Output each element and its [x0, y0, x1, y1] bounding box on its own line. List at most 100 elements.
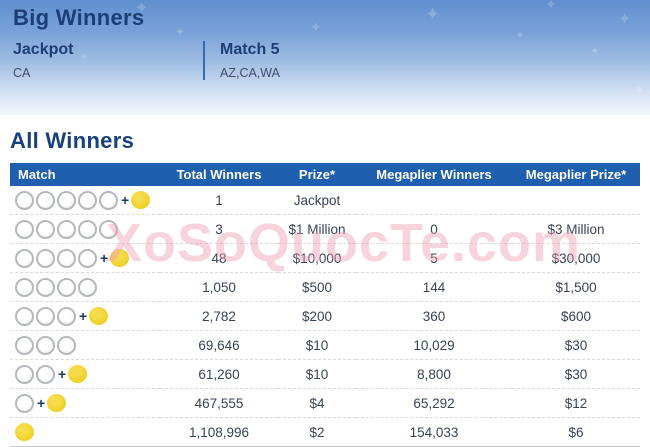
- white-ball-icon: [36, 248, 55, 268]
- plus-icon: +: [58, 366, 67, 382]
- jackpot-states: CA: [13, 66, 31, 80]
- jackpot-card: Jackpot CA: [13, 41, 203, 80]
- megaplier-winners-cell: 8,800: [356, 359, 512, 389]
- white-ball-icon: [99, 219, 118, 239]
- table-row: 3 $1 Million 0 $3 Million: [10, 214, 640, 244]
- megaplier-winners-cell: 144: [356, 272, 512, 302]
- star-icon: ✦: [633, 82, 645, 98]
- white-ball-icon: [57, 277, 76, 297]
- megaplier-winners-cell: 360: [356, 301, 512, 331]
- match-balls-cell: +: [10, 243, 160, 273]
- white-ball-icon: [15, 248, 34, 268]
- match5-label: Match 5: [220, 41, 280, 58]
- match-balls-cell: [10, 330, 160, 360]
- total-winners-cell: 1,108,996: [160, 417, 278, 447]
- white-ball-icon: [15, 393, 34, 413]
- match-balls-cell: +: [10, 359, 160, 389]
- prize-cell: $200: [278, 301, 356, 331]
- total-winners-cell: 48: [160, 243, 278, 273]
- star-icon: ✦: [515, 28, 526, 42]
- white-ball-icon: [57, 306, 76, 326]
- star-icon: ✦: [590, 44, 601, 58]
- white-ball-icon: [15, 277, 34, 297]
- white-ball-icon: [57, 190, 76, 210]
- white-ball-icon: [36, 219, 55, 239]
- white-ball-icon: [15, 219, 34, 239]
- white-ball-icon: [15, 335, 34, 355]
- white-ball-icon: [78, 190, 97, 210]
- star-icon: ✦: [310, 19, 322, 35]
- match-balls-cell: +: [10, 186, 160, 215]
- megaplier-prize-cell: $1,500: [512, 272, 640, 302]
- all-winners-title: All Winners: [10, 128, 135, 153]
- white-ball-icon: [78, 219, 97, 239]
- white-ball-icon: [78, 277, 97, 297]
- column-header-match: Match: [10, 163, 160, 186]
- mega-ball-icon: [110, 249, 130, 267]
- prize-cell: $2: [278, 417, 356, 447]
- match-balls-cell: [10, 272, 160, 302]
- mega-ball-icon: [15, 423, 34, 441]
- all-winners-section: All Winners Match Total Winners Prize* Mega…: [0, 128, 650, 447]
- all-winners-table-body: +1 Jackpot 3 $1 Million 0 $3 Million +48 $10,00…: [10, 186, 640, 447]
- mega-ball-icon: [131, 191, 151, 209]
- megaplier-prize-cell: $30,000: [512, 243, 640, 273]
- star-icon: ✦: [175, 25, 186, 39]
- white-ball-icon: [36, 190, 55, 210]
- table-header-row: Match Total Winners Prize* Megaplier Winner…: [10, 163, 640, 186]
- plus-icon: +: [79, 308, 88, 324]
- table-row: 1,108,996 $2 154,033 $6: [10, 417, 640, 447]
- vertical-divider: [203, 41, 205, 80]
- match-balls-cell: +: [10, 388, 160, 418]
- megaplier-winners-cell: 154,033: [356, 417, 512, 447]
- total-winners-cell: 69,646: [160, 330, 278, 360]
- mega-ball-icon: [47, 394, 67, 412]
- table-row: 1,050 $500 144 $1,500: [10, 272, 640, 302]
- plus-icon: +: [37, 395, 46, 411]
- mega-ball-icon: [89, 307, 109, 325]
- total-winners-cell: 1,050: [160, 272, 278, 302]
- match5-states: AZ,CA,WA: [220, 66, 280, 80]
- white-ball-icon: [78, 248, 97, 268]
- jackpot-label: Jackpot: [13, 41, 74, 58]
- plus-icon: +: [100, 250, 109, 266]
- star-icon: ✦: [545, 0, 557, 12]
- match5-card: Match 5 AZ,CA,WA: [220, 41, 280, 80]
- star-icon: ✦: [618, 11, 632, 28]
- column-header-megaplier-prize: Megaplier Prize*: [512, 163, 640, 186]
- total-winners-cell: 3: [160, 214, 278, 244]
- table-row: +61,260 $10 8,800 $30: [10, 359, 640, 389]
- prize-cell: $10,000: [278, 243, 356, 273]
- prize-cell: $500: [278, 272, 356, 302]
- white-ball-icon: [15, 364, 34, 384]
- table-row: 69,646 $10 10,029 $30: [10, 330, 640, 360]
- megaplier-winners-cell: 10,029: [356, 330, 512, 360]
- match-balls-cell: [10, 417, 160, 447]
- total-winners-cell: 61,260: [160, 359, 278, 389]
- white-ball-icon: [57, 248, 76, 268]
- megaplier-prize-cell: $30: [512, 330, 640, 360]
- prize-cell: $10: [278, 330, 356, 360]
- white-ball-icon: [57, 219, 76, 239]
- column-header-megaplier-winners: Megaplier Winners: [356, 163, 512, 186]
- megaplier-prize-cell: $6: [512, 417, 640, 447]
- megaplier-prize-cell: $600: [512, 301, 640, 331]
- white-ball-icon: [99, 190, 118, 210]
- white-ball-icon: [36, 335, 55, 355]
- table-row: +2,782 $200 360 $600: [10, 301, 640, 331]
- megaplier-prize-cell: $12: [512, 388, 640, 418]
- megaplier-winners-cell: 0: [356, 214, 512, 244]
- column-header-total-winners: Total Winners: [160, 163, 278, 186]
- prize-cell: Jackpot: [293, 192, 341, 208]
- table-row: +467,555 $4 65,292 $12: [10, 388, 640, 418]
- total-winners-cell: 1: [215, 192, 223, 208]
- white-ball-icon: [15, 306, 34, 326]
- table-row: +48 $10,000 5 $30,000: [10, 243, 640, 273]
- white-ball-icon: [36, 277, 55, 297]
- total-winners-cell: 467,555: [160, 388, 278, 418]
- plus-icon: +: [121, 192, 130, 208]
- megaplier-prize-cell: $30: [512, 359, 640, 389]
- big-winners-cards: Jackpot CA Match 5 AZ,CA,WA: [13, 41, 280, 80]
- table-row: +1 Jackpot: [10, 186, 640, 215]
